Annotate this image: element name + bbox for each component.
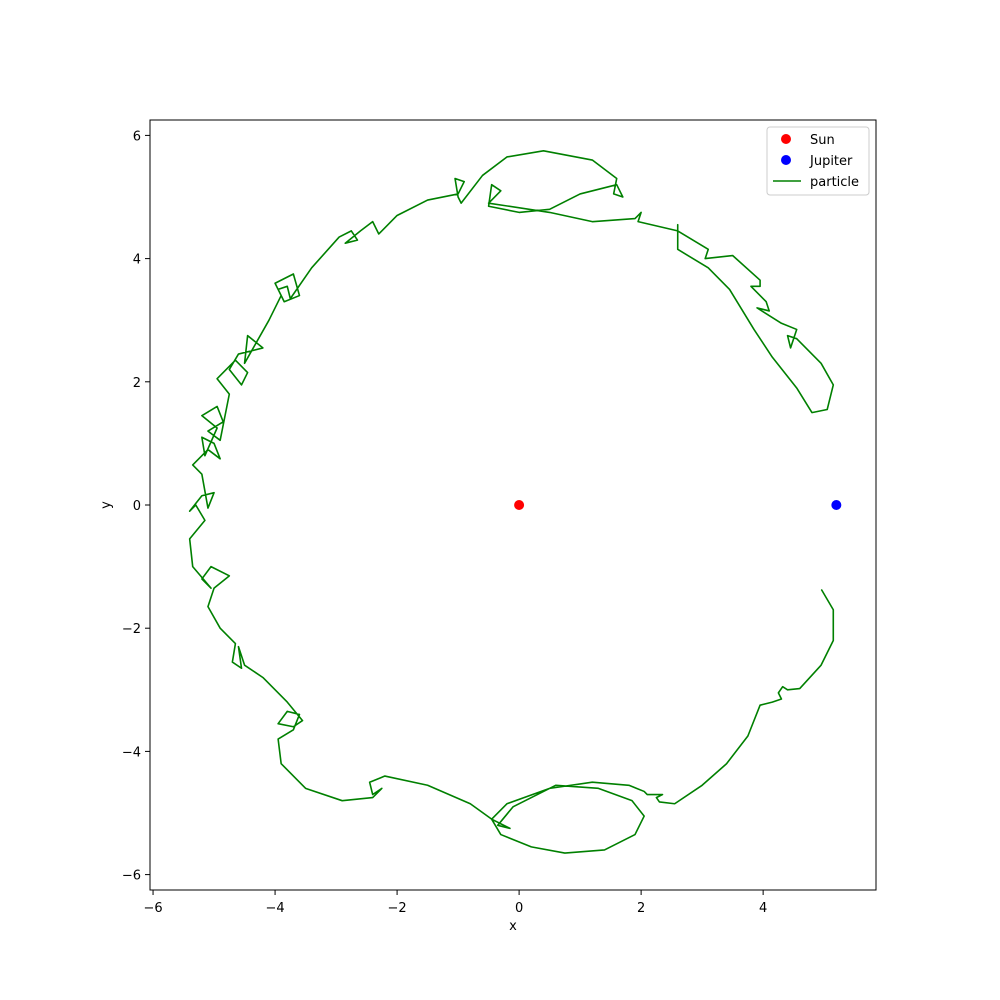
axes-frame (149, 119, 877, 891)
legend-label-sun: Sun (810, 133, 835, 148)
legend: Sun Jupiter particle (766, 126, 870, 196)
y-axis-label: y (99, 501, 114, 509)
marker-jupiter (831, 500, 842, 510)
y-tick-label: 4 (133, 253, 141, 268)
y-tick-label: 2 (133, 376, 141, 391)
legend-marker-jupiter (781, 155, 791, 165)
legend-marker-sun (781, 134, 791, 144)
y-tick-label: −4 (122, 745, 141, 760)
y-tick-label: −2 (122, 622, 141, 637)
x-axis-label: x (509, 919, 517, 934)
marker-sun (514, 500, 525, 510)
y-tick-label: 0 (133, 499, 141, 514)
x-tick-label: 0 (515, 901, 523, 916)
y-axis-ticks: −6 −4 −2 0 2 4 6 (122, 129, 150, 884)
legend-label-particle: particle (810, 175, 859, 190)
legend-box (766, 126, 870, 196)
y-tick-label: 6 (133, 129, 141, 144)
marker-layer (514, 500, 842, 510)
x-tick-label: −2 (387, 901, 406, 916)
legend-label-jupiter: Jupiter (809, 154, 853, 169)
plot-area (149, 119, 877, 891)
y-tick-label: −6 (122, 869, 141, 884)
x-axis-ticks: −6 −4 −2 0 2 4 (143, 890, 767, 916)
x-tick-label: 4 (759, 901, 767, 916)
x-tick-label: 2 (637, 901, 645, 916)
x-tick-label: −6 (143, 901, 162, 916)
x-tick-label: −4 (265, 901, 284, 916)
particle-trajectory (188, 150, 835, 854)
